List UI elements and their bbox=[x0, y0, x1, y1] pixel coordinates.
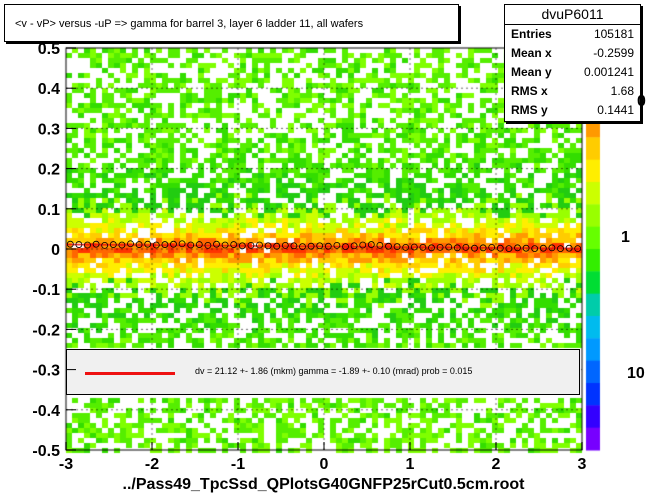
fit-legend-text: dv = 21.12 +- 1.86 (mkm) gamma = -1.89 +… bbox=[195, 366, 473, 376]
stats-row-rms-y: RMS y 0.1441 bbox=[505, 101, 640, 120]
chart-title-text: <v - vP> versus -uP => gamma for barrel … bbox=[15, 18, 364, 30]
stats-name: dvuP6011 bbox=[505, 5, 640, 25]
stats-label: RMS y bbox=[511, 103, 548, 117]
stats-row-mean-y: Mean y 0.001241 bbox=[505, 63, 640, 82]
fit-legend: dv = 21.12 +- 1.86 (mkm) gamma = -1.89 +… bbox=[66, 349, 580, 395]
stats-row-entries: Entries 105181 bbox=[505, 25, 640, 44]
stats-label: RMS x bbox=[511, 84, 548, 98]
stats-row-mean-x: Mean x -0.2599 bbox=[505, 44, 640, 63]
stats-box: dvuP6011 Entries 105181 Mean x -0.2599 M… bbox=[504, 4, 641, 122]
file-path-label: ../Pass49_TpcSsd_QPlotsG40GNFP25rCut0.5c… bbox=[122, 476, 525, 493]
chart-title: <v - vP> versus -uP => gamma for barrel … bbox=[4, 4, 459, 42]
stats-label: Mean x bbox=[511, 46, 552, 60]
stats-row-rms-x: RMS x 1.68 bbox=[505, 82, 640, 101]
fit-legend-line bbox=[85, 372, 175, 375]
stats-value: 0.001241 bbox=[583, 65, 634, 79]
stats-value: 105181 bbox=[593, 27, 634, 41]
stats-value: 0.1441 bbox=[597, 103, 634, 117]
stats-label: Entries bbox=[511, 27, 552, 41]
stats-value: -0.2599 bbox=[593, 46, 634, 60]
stats-value: 1.68 bbox=[610, 84, 634, 98]
stats-label: Mean y bbox=[511, 65, 552, 79]
